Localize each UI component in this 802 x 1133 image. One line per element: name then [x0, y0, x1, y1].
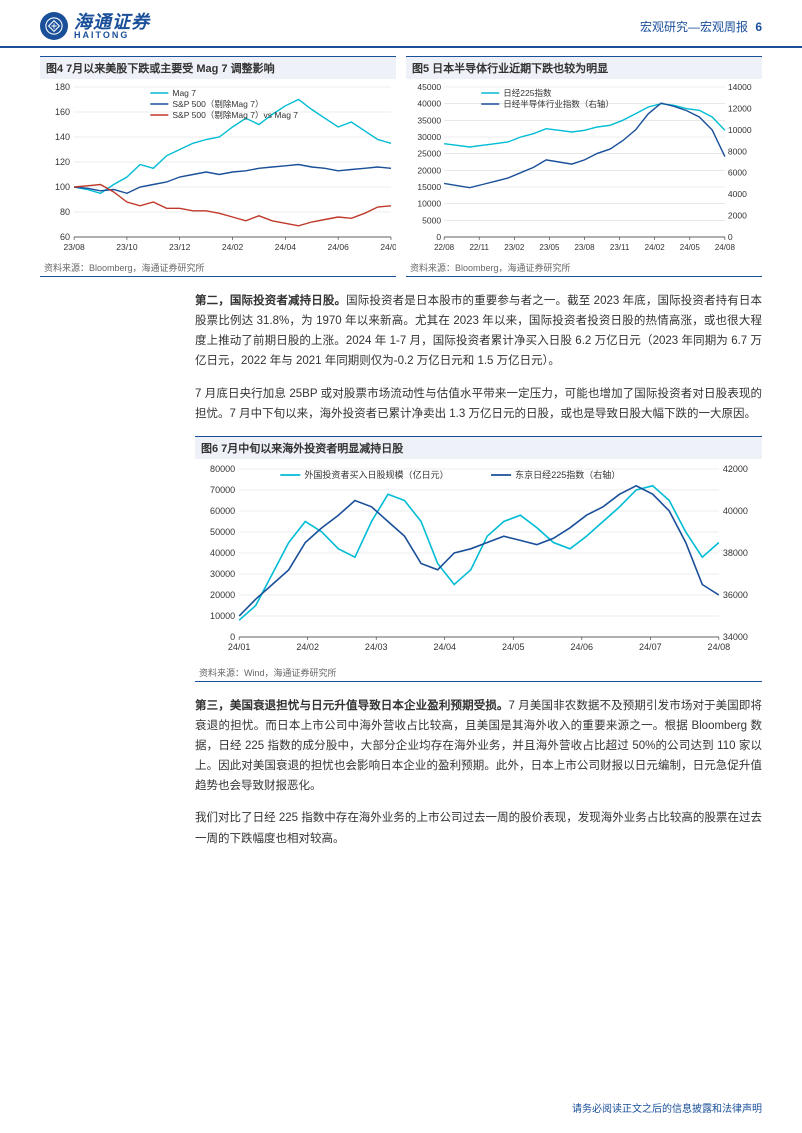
svg-text:30000: 30000	[417, 132, 441, 142]
svg-text:0: 0	[436, 232, 441, 242]
svg-text:25000: 25000	[417, 149, 441, 159]
svg-text:23/08: 23/08	[63, 242, 85, 252]
svg-text:24/08: 24/08	[715, 243, 736, 252]
svg-text:24/07: 24/07	[639, 642, 662, 652]
svg-text:24/03: 24/03	[365, 642, 388, 652]
svg-text:100: 100	[55, 182, 70, 192]
svg-text:24/08: 24/08	[708, 642, 731, 652]
svg-text:10000: 10000	[417, 199, 441, 209]
svg-text:40000: 40000	[210, 548, 235, 558]
brand-name-cn: 海通证券	[74, 13, 150, 31]
svg-text:22/11: 22/11	[469, 243, 489, 252]
svg-text:4000: 4000	[728, 189, 747, 199]
svg-text:0: 0	[230, 632, 235, 642]
svg-text:23/08: 23/08	[574, 243, 595, 252]
svg-text:40000: 40000	[723, 506, 748, 516]
svg-text:23/10: 23/10	[116, 242, 138, 252]
para1-lead: 第二，国际投资者减持日股。	[195, 295, 346, 307]
svg-text:15000: 15000	[417, 182, 441, 192]
chart4-canvas: 60 80 100 120 140 160 180 23/08 23/10 23/12 24/02 2…	[40, 79, 396, 254]
svg-text:160: 160	[55, 107, 70, 117]
svg-text:24/02: 24/02	[645, 243, 666, 252]
brand-name-en: HAITONG	[74, 31, 150, 40]
svg-text:45000: 45000	[417, 82, 441, 92]
breadcrumb-text: 宏观研究—宏观周报	[640, 20, 748, 34]
svg-text:24/04: 24/04	[275, 242, 297, 252]
chart6-title: 图6 7月中旬以来海外投资者明显减持日股	[195, 436, 762, 459]
chart6-container: 图6 7月中旬以来海外投资者明显减持日股 0 10000 20000 30000 400…	[195, 436, 762, 682]
svg-text:60000: 60000	[210, 506, 235, 516]
svg-text:日经半导体行业指数（右轴）: 日经半导体行业指数（右轴）	[503, 99, 614, 109]
svg-text:S&P 500（剔除Mag 7）: S&P 500（剔除Mag 7）	[172, 99, 263, 109]
svg-text:24/01: 24/01	[228, 642, 251, 652]
paragraph-3: 第三，美国衰退担忧与日元升值导致日本企业盈利预期受损。7 月美国非农数据不及预期…	[195, 696, 762, 849]
chart5-container: 图5 日本半导体行业近期下跌也较为明显 05000100001500020000…	[406, 56, 762, 277]
chart4-source: 资料来源：Bloomberg，海通证券研究所	[40, 259, 396, 277]
paragraph-1: 第二，国际投资者减持日股。国际投资者是日本股市的重要参与者之一。截至 2023 …	[195, 291, 762, 424]
svg-text:外国投资者买入日股规模（亿日元）: 外国投资者买入日股规模（亿日元）	[304, 469, 448, 480]
svg-text:35000: 35000	[417, 115, 441, 125]
svg-text:50000: 50000	[210, 527, 235, 537]
svg-text:24/05: 24/05	[680, 243, 701, 252]
para4-text: 我们对比了日经 225 指数中存在海外业务的上市公司过去一周的股价表现，发现海外…	[195, 812, 762, 844]
svg-text:30000: 30000	[210, 569, 235, 579]
svg-text:60: 60	[60, 232, 70, 242]
svg-text:5000: 5000	[422, 215, 441, 225]
svg-text:38000: 38000	[723, 548, 748, 558]
brand-logo: 海通证券 HAITONG	[40, 12, 150, 40]
breadcrumb: 宏观研究—宏观周报 6	[640, 18, 762, 35]
svg-text:24/08: 24/08	[380, 242, 396, 252]
svg-text:10000: 10000	[728, 125, 752, 135]
svg-text:10000: 10000	[210, 611, 235, 621]
svg-text:20000: 20000	[417, 165, 441, 175]
logo-icon	[40, 12, 68, 40]
chart5-canvas: 0500010000150002000025000300003500040000…	[406, 79, 762, 254]
chart4-container: 图4 7月以来美股下跌或主要受 Mag 7 调整影响 60 80 100 120 140…	[40, 56, 396, 277]
svg-text:24/06: 24/06	[571, 642, 594, 652]
svg-text:2000: 2000	[728, 211, 747, 221]
svg-text:140: 140	[55, 132, 70, 142]
svg-text:23/11: 23/11	[610, 243, 630, 252]
svg-text:东京日经225指数（右轴）: 东京日经225指数（右轴）	[515, 469, 620, 480]
svg-text:20000: 20000	[210, 590, 235, 600]
svg-text:S&P 500（剔除Mag 7）vs Mag 7: S&P 500（剔除Mag 7）vs Mag 7	[172, 110, 298, 120]
para3-text: 7 月美国非农数据不及预期引发市场对于美国即将衰退的担忧。而日本上市公司中海外营…	[195, 700, 762, 793]
svg-text:23/05: 23/05	[539, 243, 560, 252]
svg-text:80: 80	[60, 207, 70, 217]
chart5-title: 图5 日本半导体行业近期下跌也较为明显	[406, 56, 762, 79]
svg-text:8000: 8000	[728, 146, 747, 156]
svg-text:24/04: 24/04	[433, 642, 456, 652]
svg-text:24/02: 24/02	[296, 642, 319, 652]
chart6-source: 资料来源：Wind，海通证券研究所	[195, 664, 762, 682]
page-header: 海通证券 HAITONG 宏观研究—宏观周报 6	[0, 0, 802, 48]
chart5-source: 资料来源：Bloomberg，海通证券研究所	[406, 259, 762, 277]
svg-text:22/08: 22/08	[434, 243, 455, 252]
svg-text:14000: 14000	[728, 82, 752, 92]
svg-text:Mag 7: Mag 7	[172, 88, 196, 98]
svg-text:23/02: 23/02	[504, 243, 525, 252]
svg-text:70000: 70000	[210, 485, 235, 495]
svg-text:24/05: 24/05	[502, 642, 525, 652]
svg-text:24/02: 24/02	[222, 242, 244, 252]
svg-text:23/12: 23/12	[169, 242, 191, 252]
page-number: 6	[755, 20, 762, 34]
svg-text:42000: 42000	[723, 464, 748, 474]
footer-disclaimer: 请务必阅读正文之后的信息披露和法律声明	[572, 1100, 762, 1115]
svg-text:24/06: 24/06	[328, 242, 350, 252]
svg-text:6000: 6000	[728, 168, 747, 178]
chart6-canvas: 0 10000 20000 30000 40000 50000 60000 70000 8000…	[195, 459, 762, 659]
svg-text:120: 120	[55, 157, 70, 167]
para2-text: 7 月底日央行加息 25BP 或对股票市场流动性与估值水平带来一定压力，可能也增…	[195, 388, 762, 420]
svg-text:36000: 36000	[723, 590, 748, 600]
para3-lead: 第三，美国衰退担忧与日元升值导致日本企业盈利预期受损。	[195, 700, 509, 712]
svg-text:80000: 80000	[210, 464, 235, 474]
svg-text:12000: 12000	[728, 103, 752, 113]
svg-text:0: 0	[728, 232, 733, 242]
chart4-title: 图4 7月以来美股下跌或主要受 Mag 7 调整影响	[40, 56, 396, 79]
svg-text:40000: 40000	[417, 99, 441, 109]
svg-text:日经225指数: 日经225指数	[503, 88, 552, 98]
svg-text:180: 180	[55, 82, 70, 92]
svg-text:34000: 34000	[723, 632, 748, 642]
